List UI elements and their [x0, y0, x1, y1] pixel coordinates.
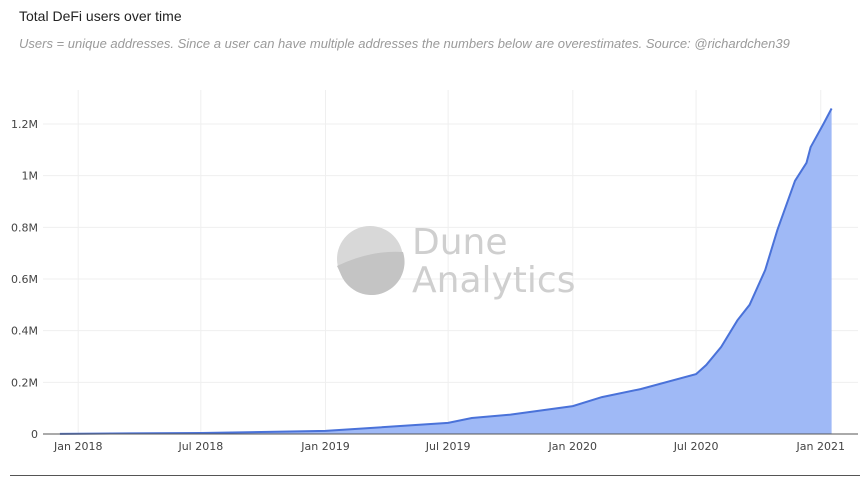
x-tick-label: Jul 2019 [425, 440, 471, 453]
series-area [59, 108, 832, 434]
watermark-line1: Dune [412, 222, 508, 263]
y-tick-label: 0.8M [11, 221, 38, 234]
watermark-line2: Analytics [412, 260, 575, 301]
y-tick-label: 0.2M [11, 376, 38, 389]
dune-analytics-watermark: Dune Analytics [337, 222, 575, 301]
y-tick-label: 0 [31, 428, 38, 441]
series-line [59, 108, 833, 435]
x-tick-label: Jul 2020 [673, 440, 719, 453]
y-tick-label: 1M [22, 170, 39, 183]
chart-title: Total DeFi users over time [19, 8, 182, 24]
x-tick-label: Jan 2021 [796, 440, 845, 453]
y-tick-label: 0.6M [11, 273, 38, 286]
divider [10, 475, 860, 476]
y-tick-label: 1.2M [11, 118, 38, 131]
y-tick-label: 0.4M [11, 325, 38, 338]
x-tick-label: Jan 2018 [53, 440, 102, 453]
dune-logo-shade [337, 251, 405, 296]
x-tick-label: Jan 2019 [300, 440, 349, 453]
chart-subtitle: Users = unique addresses. Since a user c… [19, 36, 790, 51]
x-tick-label: Jul 2018 [177, 440, 223, 453]
x-tick-label: Jan 2020 [548, 440, 597, 453]
